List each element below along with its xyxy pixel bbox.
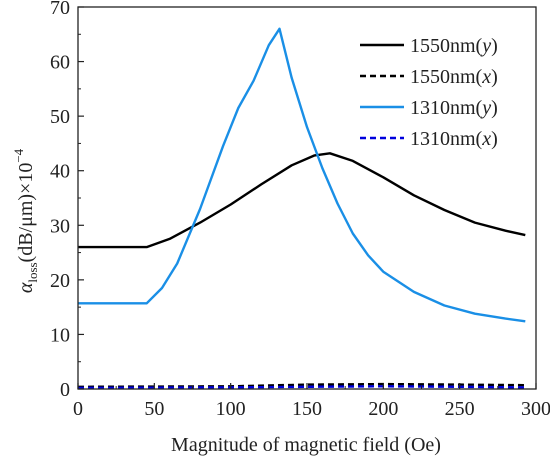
y-tick-label: 20 [50,270,70,292]
x-tick-label: 250 [445,398,475,420]
series-layer [77,27,526,390]
y-tick-label: 70 [50,0,70,19]
legend-label: 1550nm(y) [410,35,498,57]
y-axis-subscript: loss [25,262,40,282]
x-tick-label: 100 [216,398,246,420]
y-axis-title: αloss(dB/μm)×10−4 [11,148,40,293]
y-axis-symbol: α [15,282,37,293]
legend-label: 1310nm(x) [410,128,498,150]
axes-layer: 0 50 100 150 200 250 300 0 10 20 30 40 50 60 70 [50,0,550,420]
x-tick-label: 150 [292,398,322,420]
x-tick-label: 50 [144,398,164,420]
x-tick-label: 0 [73,398,83,420]
series-line [78,152,526,249]
x-axis-title: Magnitude of magnetic field (Oe) [171,434,441,456]
y-tick-label: 50 [50,106,70,128]
y-tick-label: 0 [60,379,70,401]
svg-text:αloss(dB/μm)×10−4: αloss(dB/μm)×10−4 [11,148,40,293]
y-tick-label: 40 [50,161,70,183]
x-tick-label: 300 [521,398,550,420]
y-tick-label: 30 [50,215,70,237]
y-axis-units: (dB/μm)×10 [15,163,37,263]
series-line [77,382,526,388]
y-axis-exponent: −4 [11,148,26,162]
x-tick-label: 200 [368,398,398,420]
series-line [78,27,526,323]
y-tick-label: 10 [50,324,70,346]
series-line [77,385,526,390]
y-tick-label: 60 [50,52,70,74]
legend-label: 1310nm(y) [410,97,498,119]
legend-label: 1550nm(x) [410,66,498,88]
legend: 1550nm(y) 1550nm(x) 1310nm(y) 1310nm(x) [354,31,530,159]
